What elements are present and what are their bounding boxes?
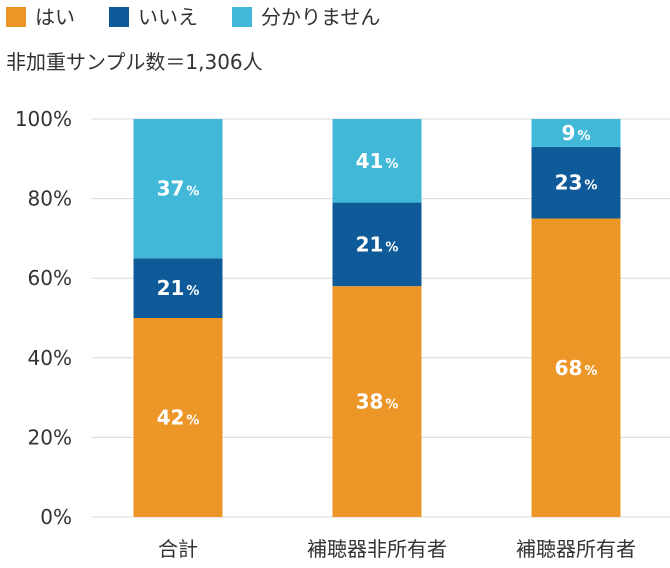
legend-item: はい <box>6 4 75 30</box>
y-axis-ticks: 0% 20% 40% 60% 80% 100% <box>15 107 72 529</box>
data-label-unit: % <box>186 185 199 200</box>
bar-segment <box>332 119 422 203</box>
legend-swatch <box>6 7 26 27</box>
y-tick-label: 100% <box>15 107 72 131</box>
data-label: 23% <box>555 171 598 195</box>
data-label: 21% <box>157 276 200 300</box>
bars <box>133 119 621 517</box>
legend-label: いいえ <box>138 5 198 29</box>
bar-segment <box>531 218 621 517</box>
legend-label: はい <box>35 5 75 29</box>
bar-segment <box>133 119 223 259</box>
y-tick-label: 40% <box>28 346 72 370</box>
category-label: 補聴器所有者 <box>516 537 636 561</box>
data-label: 38% <box>356 390 399 414</box>
data-label-value: 41 <box>356 149 384 173</box>
data-label-unit: % <box>584 179 597 194</box>
bar-segment <box>133 258 223 318</box>
data-label-unit: % <box>385 240 398 255</box>
data-label-value: 37 <box>157 177 185 201</box>
y-tick-label: 60% <box>28 266 72 290</box>
y-tick-label: 0% <box>40 505 72 529</box>
y-tick-label: 80% <box>28 187 72 211</box>
data-label: 68% <box>555 356 598 380</box>
data-label: 41% <box>356 149 399 173</box>
data-label-value: 21 <box>356 232 384 256</box>
legend-swatch <box>232 7 252 27</box>
bar-segment <box>332 286 422 517</box>
data-label-unit: % <box>584 364 597 379</box>
data-label-value: 42 <box>157 406 185 430</box>
data-label: 21% <box>356 232 399 256</box>
legend-swatch <box>109 7 129 27</box>
data-label-unit: % <box>385 398 398 413</box>
x-axis-categories: 合計 補聴器非所有者 補聴器所有者 <box>158 537 636 561</box>
y-tick-label: 20% <box>28 425 72 449</box>
data-labels: 42 %21 %37 %38 %21 %41 %68 %23 %9% <box>157 121 598 430</box>
category-label: 合計 <box>158 537 198 561</box>
bar-segment <box>133 318 223 517</box>
data-label-value: 21 <box>157 276 185 300</box>
data-label: 9% <box>562 121 591 145</box>
sample-size-note: 非加重サンプル数＝1,306人 <box>6 50 263 74</box>
data-label-unit: % <box>385 157 398 172</box>
data-label-unit: % <box>186 284 199 299</box>
legend-label: 分かりません <box>261 5 381 29</box>
data-label-value: 38 <box>356 390 384 414</box>
legend-item: 分かりません <box>232 4 380 30</box>
bar-segment <box>531 119 621 147</box>
data-label-unit: % <box>186 414 199 429</box>
legend-item: いいえ <box>109 4 198 30</box>
bar-segment <box>332 202 422 287</box>
legend: はい いいえ 分かりません <box>6 4 414 30</box>
data-label-value: 23 <box>555 171 583 195</box>
bar-segment <box>531 146 621 219</box>
data-label-value: 9 <box>562 121 576 145</box>
data-label: 37% <box>157 177 200 201</box>
category-label: 補聴器非所有者 <box>307 537 447 561</box>
data-label-unit: % <box>577 129 590 144</box>
data-label-value: 68 <box>555 356 583 380</box>
data-label: 42% <box>157 406 200 430</box>
